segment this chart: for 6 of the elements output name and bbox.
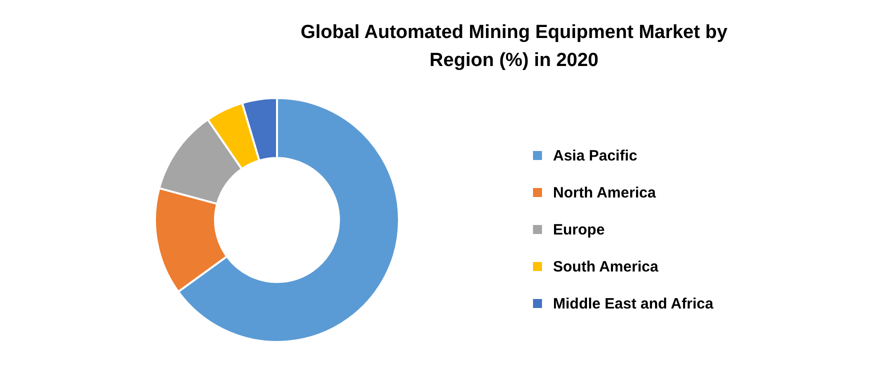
chart-title: Global Automated Mining Equipment Market by Region (%) in 2020	[300, 22, 728, 71]
legend-label: South America	[553, 258, 659, 276]
legend-label: Middle East and Africa	[553, 296, 714, 312]
legend-label: Europe	[553, 222, 605, 238]
legend-label: North America	[553, 184, 656, 202]
legend-label: Asia Pacific	[553, 148, 638, 164]
